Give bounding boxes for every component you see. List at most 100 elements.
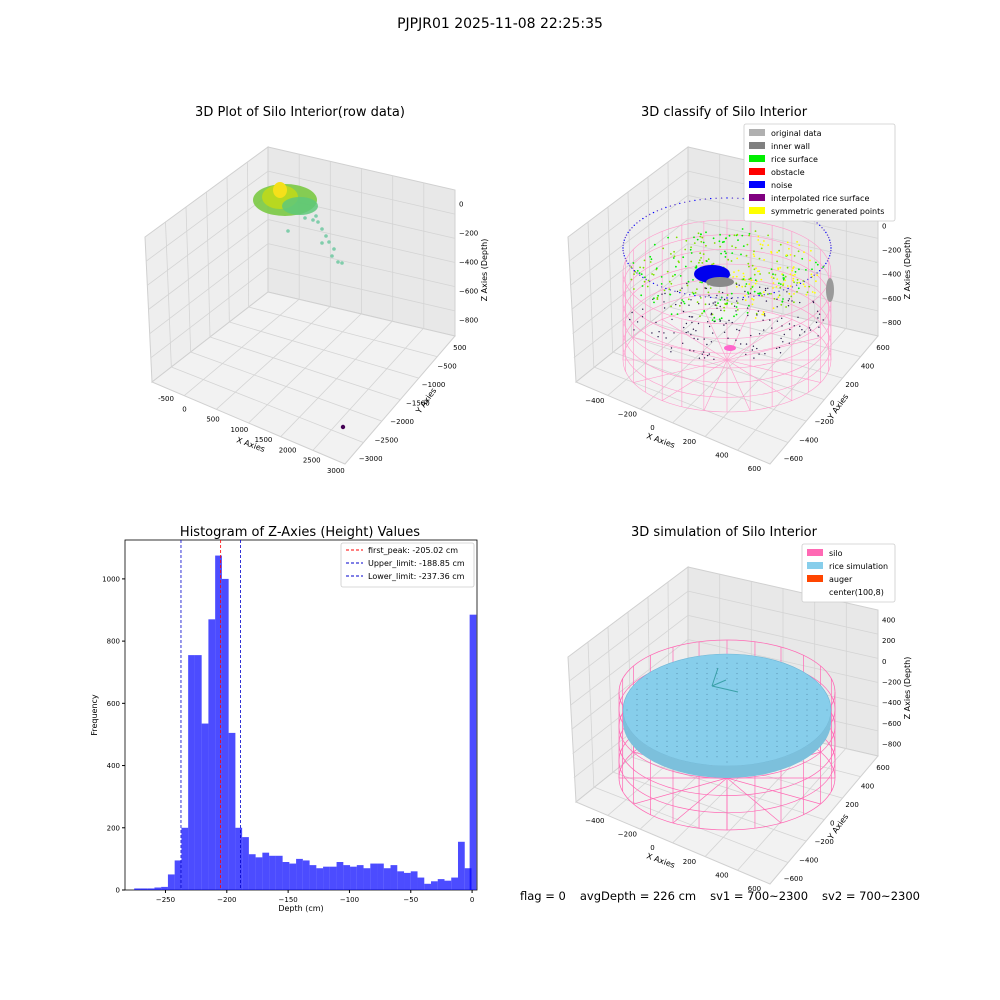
classify-point [819,224,821,226]
classify-inner-wall-cluster [706,277,734,287]
simulation-mesh-node [786,683,788,685]
classify-point [781,300,784,303]
classify-point [810,273,813,276]
classify-point [758,353,760,355]
histogram-bar [181,827,189,890]
classify-point [789,285,792,287]
classify-point [794,271,797,273]
simulation-mesh-node [666,740,668,742]
histogram-bar [329,866,337,890]
classify-point [730,303,733,305]
classify-point [724,302,726,305]
silo-floor-spoke [726,777,821,805]
simulation-mesh-node [716,756,718,758]
classify-point [701,262,704,264]
simulation-mesh-node [686,745,688,747]
simulation-mesh-node [716,673,718,675]
classify-point [661,293,663,295]
histogram-bar [417,877,425,890]
simulation-mesh-node [726,751,728,753]
classify-point [767,234,769,237]
simulation-mesh-node [736,719,738,721]
classify-point [782,274,785,276]
status-sv2: sv2 = 700~2300 [822,889,920,903]
classify-point [754,230,757,233]
simulation-mesh-node [686,751,688,753]
classify-point [691,321,693,324]
raw-ytick: −1000 [422,381,446,389]
simulation-mesh-node [786,725,788,727]
raw-xtick: 1500 [255,436,273,444]
classify-point [760,278,763,281]
histogram-bar [363,868,371,890]
simulation-mesh-node [656,719,658,721]
classify-point [675,303,677,306]
simulation-mesh-node [756,678,758,680]
simulation-mesh-node [636,725,638,727]
histogram-bar [383,868,391,890]
simulation-mesh-node [756,683,758,685]
classify-point [795,284,798,286]
classify-point [700,240,703,243]
classify-point [828,257,830,260]
simulation-mesh-node [676,709,678,711]
classify-point [684,201,686,203]
simulation-mesh-node [746,688,748,690]
classify-point [629,229,631,231]
classify-point [663,301,665,303]
classify-point [688,315,691,318]
classify-point [763,313,766,315]
classify-point [782,284,784,286]
histogram-xtick-label: −250 [156,896,175,904]
classify-point [772,273,774,276]
simulation-mesh-node [706,725,708,727]
simulation-mesh-node [656,709,658,711]
simulation-mesh-node [706,735,708,737]
classify-point [796,278,799,281]
histogram-bar [275,855,283,890]
classify-point [660,276,663,278]
histogram-bar [302,860,310,890]
classify-point [641,316,644,318]
simulation-ztick: −600 [882,720,901,728]
simulation-mesh-node [636,693,638,695]
simulation-mesh-node [696,709,698,711]
classify-point [665,337,667,339]
simulation-mesh-node [726,673,728,675]
simulation-mesh-node [806,714,808,716]
classify-point [779,243,782,246]
simulation-mesh-node [656,725,658,727]
classify-point [649,280,651,283]
classify-point [639,274,641,276]
simulation-mesh-node [726,735,728,737]
silo-floor-spoke [672,777,728,824]
classify-point [652,298,654,300]
classify-point [753,295,755,297]
classify-point [776,347,778,350]
classify-point [742,272,745,275]
classify-point [695,330,697,332]
classify-point [782,282,785,285]
simulation-mesh-node [686,756,688,758]
simulation-mesh-node [786,704,788,706]
classify-point [797,287,800,290]
classify-ytick: 200 [845,381,858,389]
simulation-mesh-node [756,688,758,690]
classify-point [711,263,713,266]
classify-point [669,293,672,296]
classify-point [773,297,776,300]
classify-point [735,285,738,288]
simulation-mesh-node [676,693,678,695]
classify-point [809,329,812,331]
classify-point [750,279,753,282]
histogram-bar [242,837,249,890]
classify-point [763,294,765,296]
classify-point [747,314,749,317]
histogram-bar [262,852,270,890]
classify-point [817,317,819,319]
simulation-mesh-node [666,719,668,721]
simulation-mesh-node [746,735,748,737]
classify-point [756,347,758,350]
simulation-mesh-node [756,714,758,716]
classify-point [746,311,749,314]
